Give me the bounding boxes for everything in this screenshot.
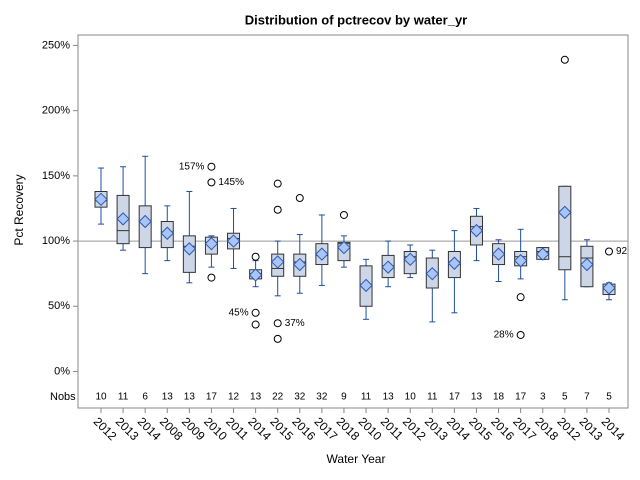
outlier bbox=[339, 210, 348, 219]
y-tick-label: 150% bbox=[42, 170, 70, 182]
nobs-value: 5 bbox=[606, 392, 612, 403]
nobs-value: 18 bbox=[493, 392, 505, 403]
outlier bbox=[273, 179, 282, 188]
nobs-label: Nobs bbox=[50, 391, 76, 403]
nobs-value: 17 bbox=[206, 392, 218, 403]
y-axis-label: Pct Recovery bbox=[12, 174, 26, 245]
nobs-value: 11 bbox=[361, 392, 372, 403]
y-tick-label: 50% bbox=[48, 300, 70, 312]
mean bbox=[580, 257, 594, 272]
mean bbox=[513, 253, 528, 268]
outlier bbox=[251, 320, 260, 329]
outlier bbox=[560, 55, 569, 64]
nobs-value: 17 bbox=[449, 392, 461, 403]
nobs-value: 10 bbox=[95, 392, 107, 403]
nobs-value: 13 bbox=[184, 392, 196, 403]
mean bbox=[293, 257, 307, 272]
y-tick-label: 0% bbox=[54, 365, 70, 377]
mean bbox=[491, 247, 506, 261]
mean bbox=[204, 236, 219, 251]
mean bbox=[381, 260, 395, 274]
outlier bbox=[516, 330, 525, 339]
outlier-label: 157% bbox=[179, 161, 205, 172]
nobs-value: 11 bbox=[427, 392, 438, 403]
outlier bbox=[207, 162, 216, 171]
mean bbox=[558, 205, 572, 220]
outlier-label: 28% bbox=[494, 330, 514, 341]
outlier bbox=[273, 205, 282, 214]
nobs-value: 11 bbox=[118, 392, 129, 403]
mean bbox=[602, 281, 616, 295]
chart-title: Distribution of pctrecov by water_yr bbox=[245, 12, 468, 27]
outlier bbox=[273, 334, 282, 343]
outlier bbox=[207, 273, 216, 282]
outlier-label: 37% bbox=[285, 318, 305, 329]
mean bbox=[447, 256, 462, 270]
y-tick-label: 250% bbox=[42, 39, 70, 51]
outlier bbox=[251, 252, 260, 261]
mean bbox=[315, 247, 329, 261]
nobs-value: 3 bbox=[540, 392, 546, 403]
mean bbox=[425, 266, 440, 281]
outlier bbox=[273, 319, 282, 328]
y-tick-label: 200% bbox=[42, 105, 70, 117]
outlier-label: 45% bbox=[229, 307, 249, 318]
y-tick-label: 100% bbox=[42, 235, 70, 247]
nobs-value: 7 bbox=[584, 392, 590, 403]
nobs-value: 12 bbox=[228, 392, 240, 403]
mean bbox=[469, 223, 484, 238]
outlier bbox=[295, 194, 304, 203]
nobs-value: 9 bbox=[341, 392, 347, 403]
nobs-value: 5 bbox=[562, 392, 568, 403]
outlier bbox=[605, 247, 613, 256]
mean bbox=[160, 226, 174, 240]
outlier bbox=[516, 293, 525, 302]
mean bbox=[536, 247, 550, 261]
mean bbox=[337, 240, 351, 255]
box bbox=[558, 185, 572, 271]
mean bbox=[270, 255, 285, 269]
outlier-label: 92 bbox=[616, 246, 628, 257]
mean bbox=[182, 242, 197, 256]
mean bbox=[403, 252, 417, 267]
nobs-value: 17 bbox=[515, 392, 527, 403]
nobs-value: 13 bbox=[383, 392, 395, 403]
nobs-value: 13 bbox=[250, 392, 262, 403]
nobs-value: 22 bbox=[272, 392, 284, 403]
nobs-value: 32 bbox=[294, 392, 306, 403]
nobs-value: 10 bbox=[405, 392, 417, 403]
mean bbox=[359, 278, 373, 293]
mean bbox=[94, 192, 108, 207]
mean bbox=[138, 214, 152, 229]
x-axis-label: Water Year bbox=[327, 452, 386, 466]
mean bbox=[116, 212, 130, 226]
mean bbox=[226, 234, 241, 248]
outlier-label: 145% bbox=[218, 177, 244, 188]
nobs-value: 6 bbox=[142, 392, 148, 403]
outlier bbox=[251, 308, 260, 317]
nobs-value: 13 bbox=[162, 392, 174, 403]
plot-frame bbox=[77, 34, 629, 409]
outlier bbox=[207, 178, 216, 187]
nobs-value: 13 bbox=[471, 392, 483, 403]
mean bbox=[248, 268, 263, 282]
nobs-value: 32 bbox=[316, 392, 328, 403]
